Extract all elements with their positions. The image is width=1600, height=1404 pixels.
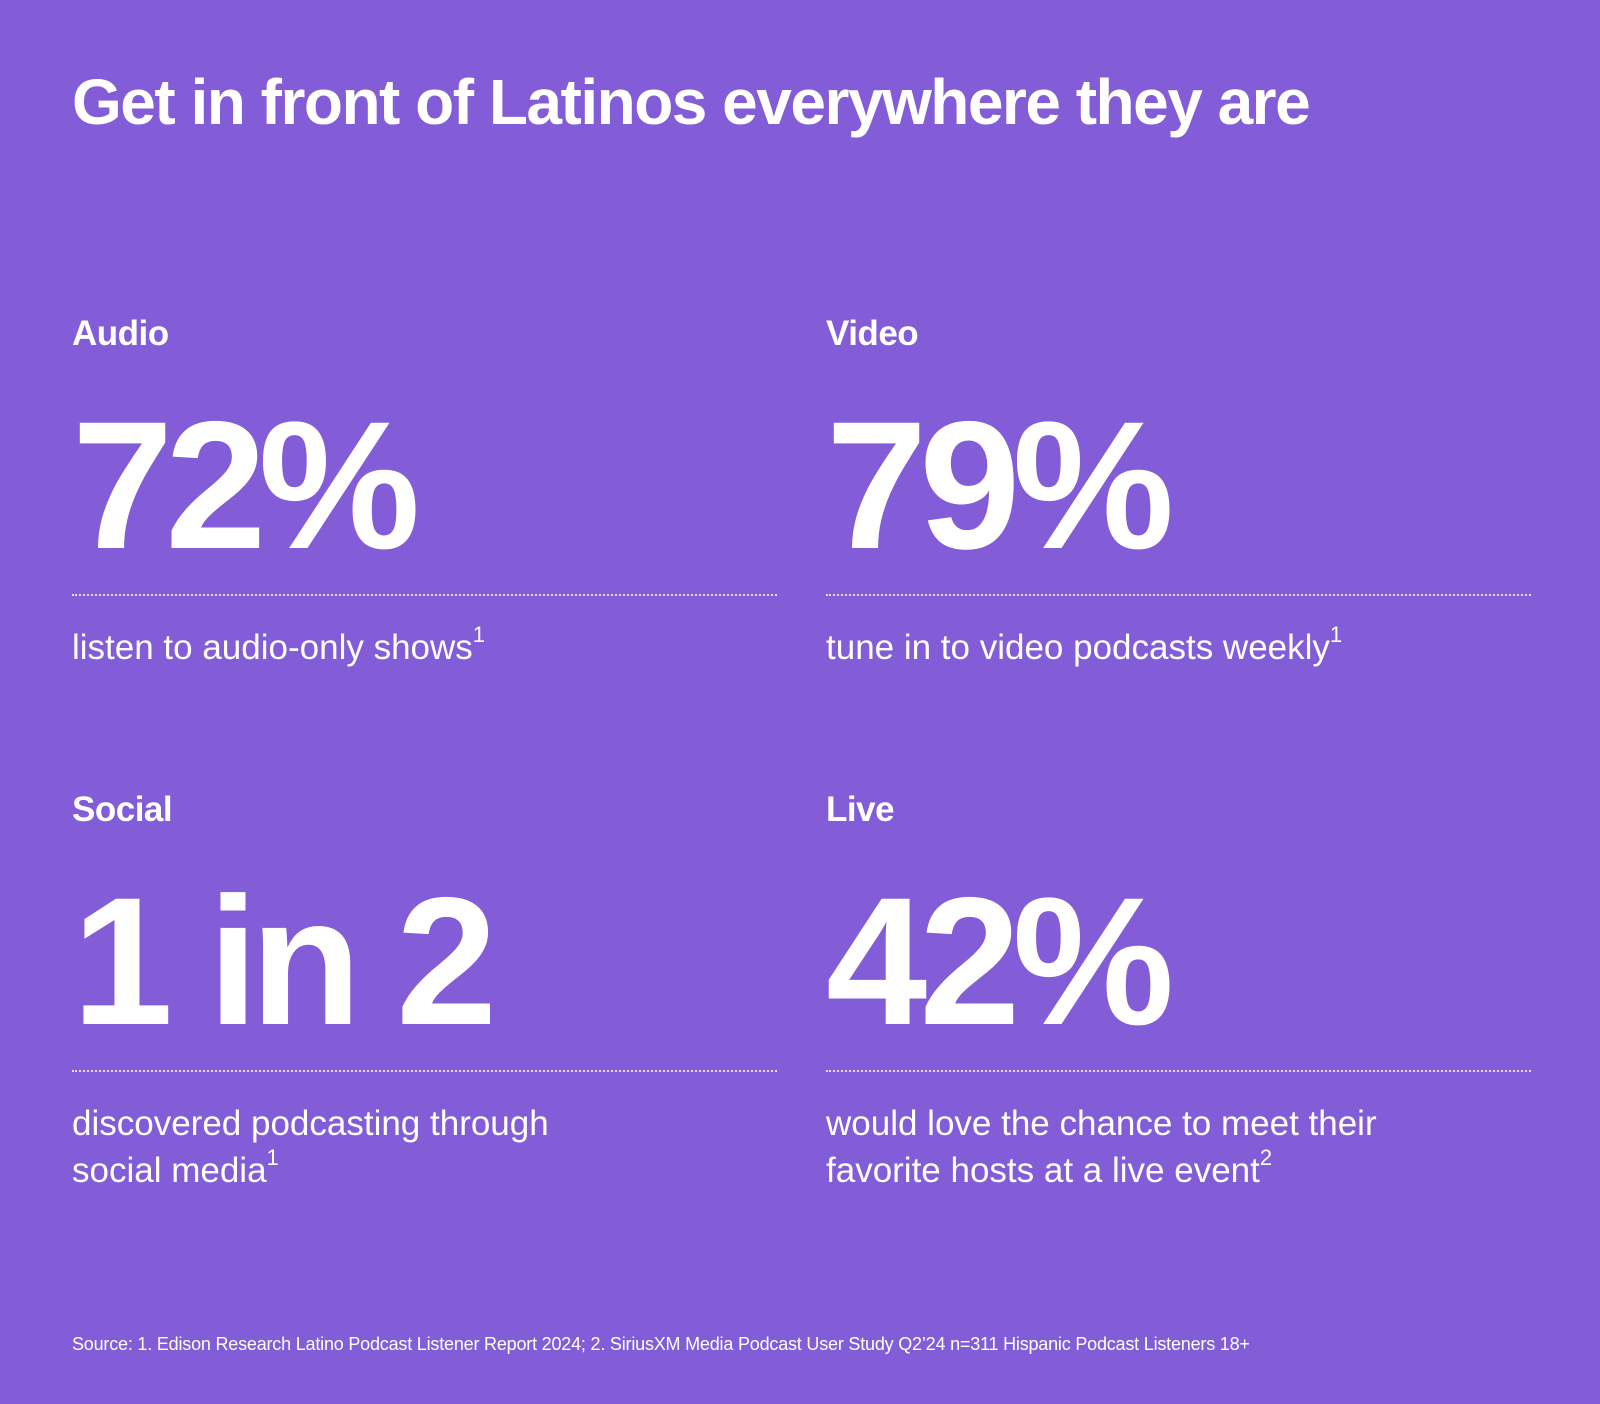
page-title: Get in front of Latinos everywhere they … (72, 66, 1311, 138)
stat-description: discovered podcasting through social med… (72, 1100, 632, 1194)
stat-live: Live 42% would love the chance to meet t… (826, 788, 1531, 1194)
stat-label: Live (826, 790, 895, 829)
footnote-ref: 1 (472, 622, 486, 648)
stat-label: Social (72, 790, 173, 829)
stat-video: Video 79% tune in to video podcasts week… (826, 312, 1531, 671)
stat-audio: Audio 72% listen to audio-only shows1 (72, 312, 777, 671)
stat-description-text: listen to audio-only shows (72, 628, 473, 667)
footnote-ref: 2 (1259, 1145, 1273, 1171)
dotted-divider (826, 594, 1531, 596)
stat-description-text: discovered podcasting through social med… (72, 1104, 549, 1190)
stat-description: listen to audio-only shows1 (72, 624, 777, 671)
stat-value: 42% (826, 859, 1174, 1063)
stat-social: Social 1 in 2 discovered podcasting thro… (72, 788, 777, 1194)
stat-value: 72% (72, 383, 420, 587)
footnote-ref: 1 (1329, 622, 1343, 648)
dotted-divider (826, 1070, 1531, 1072)
source-footnote: Source: 1. Edison Research Latino Podcas… (72, 1334, 1250, 1354)
stat-label: Video (826, 314, 919, 353)
stat-description-text: tune in to video podcasts weekly (826, 628, 1330, 667)
stat-description-text: would love the chance to meet their favo… (826, 1104, 1377, 1190)
stat-value: 79% (826, 383, 1174, 587)
stat-label: Audio (72, 314, 169, 353)
dotted-divider (72, 1070, 777, 1072)
stat-description: tune in to video podcasts weekly1 (826, 624, 1531, 671)
dotted-divider (72, 594, 777, 596)
footnote-ref: 1 (266, 1145, 279, 1171)
stat-value: 1 in 2 (72, 859, 497, 1063)
stat-description: would love the chance to meet their favo… (826, 1100, 1466, 1194)
